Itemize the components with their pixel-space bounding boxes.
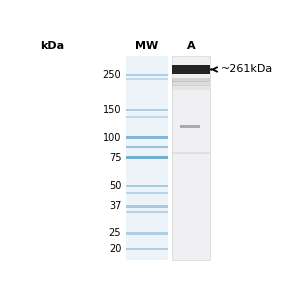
Bar <box>126 184 168 187</box>
Bar <box>172 85 210 90</box>
Bar <box>126 248 168 250</box>
Text: 25: 25 <box>109 229 121 238</box>
Bar <box>172 56 210 260</box>
Bar <box>172 65 210 74</box>
Text: A: A <box>187 41 195 51</box>
Text: MW: MW <box>135 41 158 51</box>
Bar <box>126 146 168 148</box>
Bar <box>126 74 168 76</box>
Bar <box>126 232 168 235</box>
Bar <box>172 81 210 86</box>
Bar <box>126 136 168 140</box>
Bar <box>172 78 210 82</box>
Bar <box>126 205 168 208</box>
Bar <box>172 152 210 154</box>
Text: 150: 150 <box>103 105 121 115</box>
Bar <box>126 56 168 260</box>
Text: 75: 75 <box>109 153 121 163</box>
Text: 250: 250 <box>103 70 121 80</box>
Bar <box>126 116 168 118</box>
Bar <box>126 78 168 80</box>
Text: 50: 50 <box>109 181 121 191</box>
Bar <box>180 125 200 128</box>
Bar <box>126 212 168 213</box>
Text: 100: 100 <box>103 133 121 143</box>
Text: ~261kDa: ~261kDa <box>221 64 273 74</box>
Text: kDa: kDa <box>40 41 64 51</box>
Bar <box>126 192 168 194</box>
Bar <box>126 109 168 111</box>
Text: 37: 37 <box>109 202 121 212</box>
Text: 20: 20 <box>109 244 121 254</box>
Bar <box>126 156 168 159</box>
